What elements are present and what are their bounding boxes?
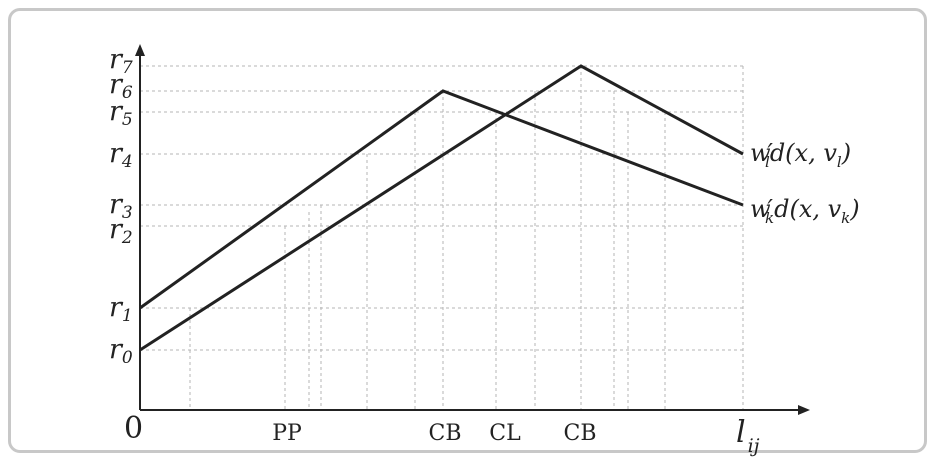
x-axis-label: l ij <box>736 415 760 457</box>
y-axis-arrowhead <box>135 44 145 56</box>
curve-wk <box>139 89 744 310</box>
vertical-gridlines <box>189 66 744 410</box>
x-marker-cl: CL <box>489 421 521 446</box>
y-tick-label-r1: r1 <box>109 292 133 326</box>
y-tick-label-r5: r5 <box>109 96 133 130</box>
x-marker-cb-2: CB <box>564 421 597 446</box>
horizontal-gridlines <box>140 65 743 351</box>
axes <box>135 44 810 415</box>
y-tick-label-r3: r3 <box>109 189 133 223</box>
y-tick-label-r2: r2 <box>109 214 133 248</box>
origin-label: 0 <box>124 411 143 446</box>
x-axis-markers: PP CB CL CB <box>272 421 596 446</box>
curve-label-wk: w′kd(x, vk) <box>750 195 860 227</box>
x-marker-pp: PP <box>272 421 302 446</box>
y-tick-label-r6: r6 <box>109 69 133 103</box>
y-tick-label-r0: r0 <box>109 334 133 368</box>
figure-frame <box>8 8 927 453</box>
x-axis-arrowhead <box>798 405 810 415</box>
curve-wl <box>139 64 744 352</box>
curve-label-wl: w′ld(x, vl) <box>750 139 851 171</box>
y-tick-label-r7: r7 <box>109 44 133 78</box>
y-tick-label-r4: r4 <box>109 138 133 172</box>
y-tick-labels: r7 r6 r5 r4 r3 r2 r1 r0 <box>109 44 133 368</box>
x-marker-cb-1: CB <box>429 421 462 446</box>
